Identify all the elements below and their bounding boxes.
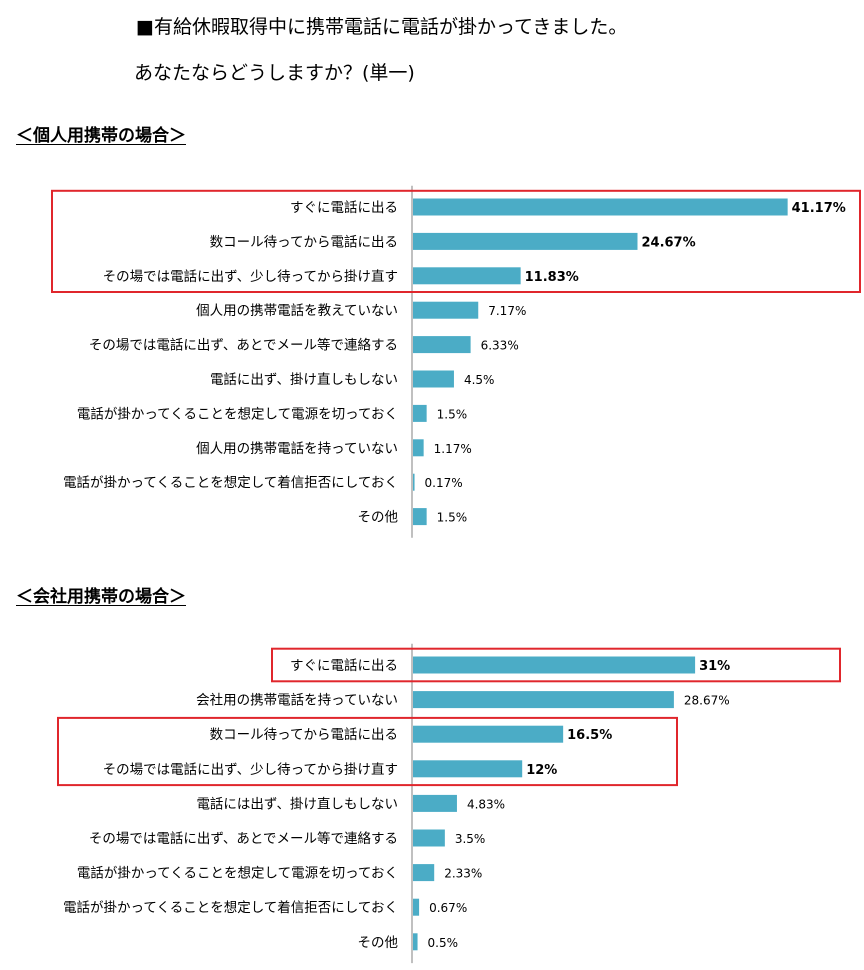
category-label: その場では電話に出ず、少し待ってから掛け直す [103,268,398,285]
bar [413,898,420,916]
category-label: 電話に出ず、掛け直しもしない [210,371,398,388]
bar [413,508,427,526]
bar [413,933,418,951]
category-label: 電話が掛かってくることを想定して着信拒否にしておく [63,474,398,491]
bar [413,656,696,674]
data-label: 12% [526,763,557,778]
question-line-2: あなたならどうしますか？(単一) [134,62,415,84]
data-label: 4.5% [464,373,495,387]
category-label: その場では電話に出ず、少し待ってから掛け直す [103,761,398,778]
data-label: 41.17% [792,201,846,216]
bar [413,439,424,457]
data-label: 6.33% [481,339,519,353]
bar [413,404,427,422]
category-label: 個人用の携帯電話を持っていない [196,440,398,457]
bar [413,725,564,743]
data-label: 11.83% [525,270,579,285]
highlight-box [271,647,841,683]
category-label: 会社用の携帯電話を持っていない [196,692,398,709]
category-label: 数コール待ってから電話に出る [210,233,398,250]
question-line-1: ■有給休暇取得中に携帯電話に電話が掛かってきました。 [136,16,628,38]
bar [413,267,521,285]
category-label: 電話が掛かってくることを想定して着信拒否にしておく [63,899,398,916]
category-label: 電話には出ず、掛け直しもしない [196,795,398,812]
bar [413,198,788,216]
data-label: 31% [699,659,730,674]
data-label: 3.5% [455,832,486,846]
category-label: 個人用の携帯電話を教えていない [196,302,398,319]
chart-title-company: ＜会社用携帯の場合＞ [16,587,186,607]
category-label: その他 [358,935,399,951]
data-label: 0.67% [429,901,467,915]
highlight-box [57,716,678,787]
highlight-box [51,189,861,293]
bar [413,370,454,388]
data-label: 28.67% [684,694,730,708]
category-label: 電話が掛かってくることを想定して電源を切っておく [77,405,398,422]
bar [413,794,457,812]
data-label: 1.5% [437,511,468,525]
data-label: 1.5% [437,407,468,421]
data-label: 16.5% [567,728,612,743]
category-label: その場では電話に出ず、あとでメール等で連絡する [89,830,398,847]
data-label: 7.17% [488,304,526,318]
data-label: 4.83% [467,797,505,811]
data-label: 0.17% [425,476,463,490]
category-label: その場では電話に出ず、あとでメール等で連絡する [89,337,398,354]
bar [413,829,445,847]
category-label: その他 [358,510,399,526]
data-label: 0.5% [428,936,459,950]
bar [413,760,523,778]
bar [413,864,435,882]
bar [413,301,479,319]
bar [413,232,638,250]
category-label: 数コール待ってから電話に出る [210,726,398,743]
data-label: 1.17% [434,442,472,456]
category-label: すぐに電話に出る [290,199,398,216]
bar [413,336,471,354]
category-label: 電話が掛かってくることを想定して電源を切っておく [77,865,398,882]
data-label: 2.33% [444,867,482,881]
bar [413,691,674,709]
category-label: すぐに電話に出る [290,657,398,674]
chart-title-personal: ＜個人用携帯の場合＞ [16,126,186,146]
data-label: 24.67% [641,235,695,250]
bar [413,473,415,491]
